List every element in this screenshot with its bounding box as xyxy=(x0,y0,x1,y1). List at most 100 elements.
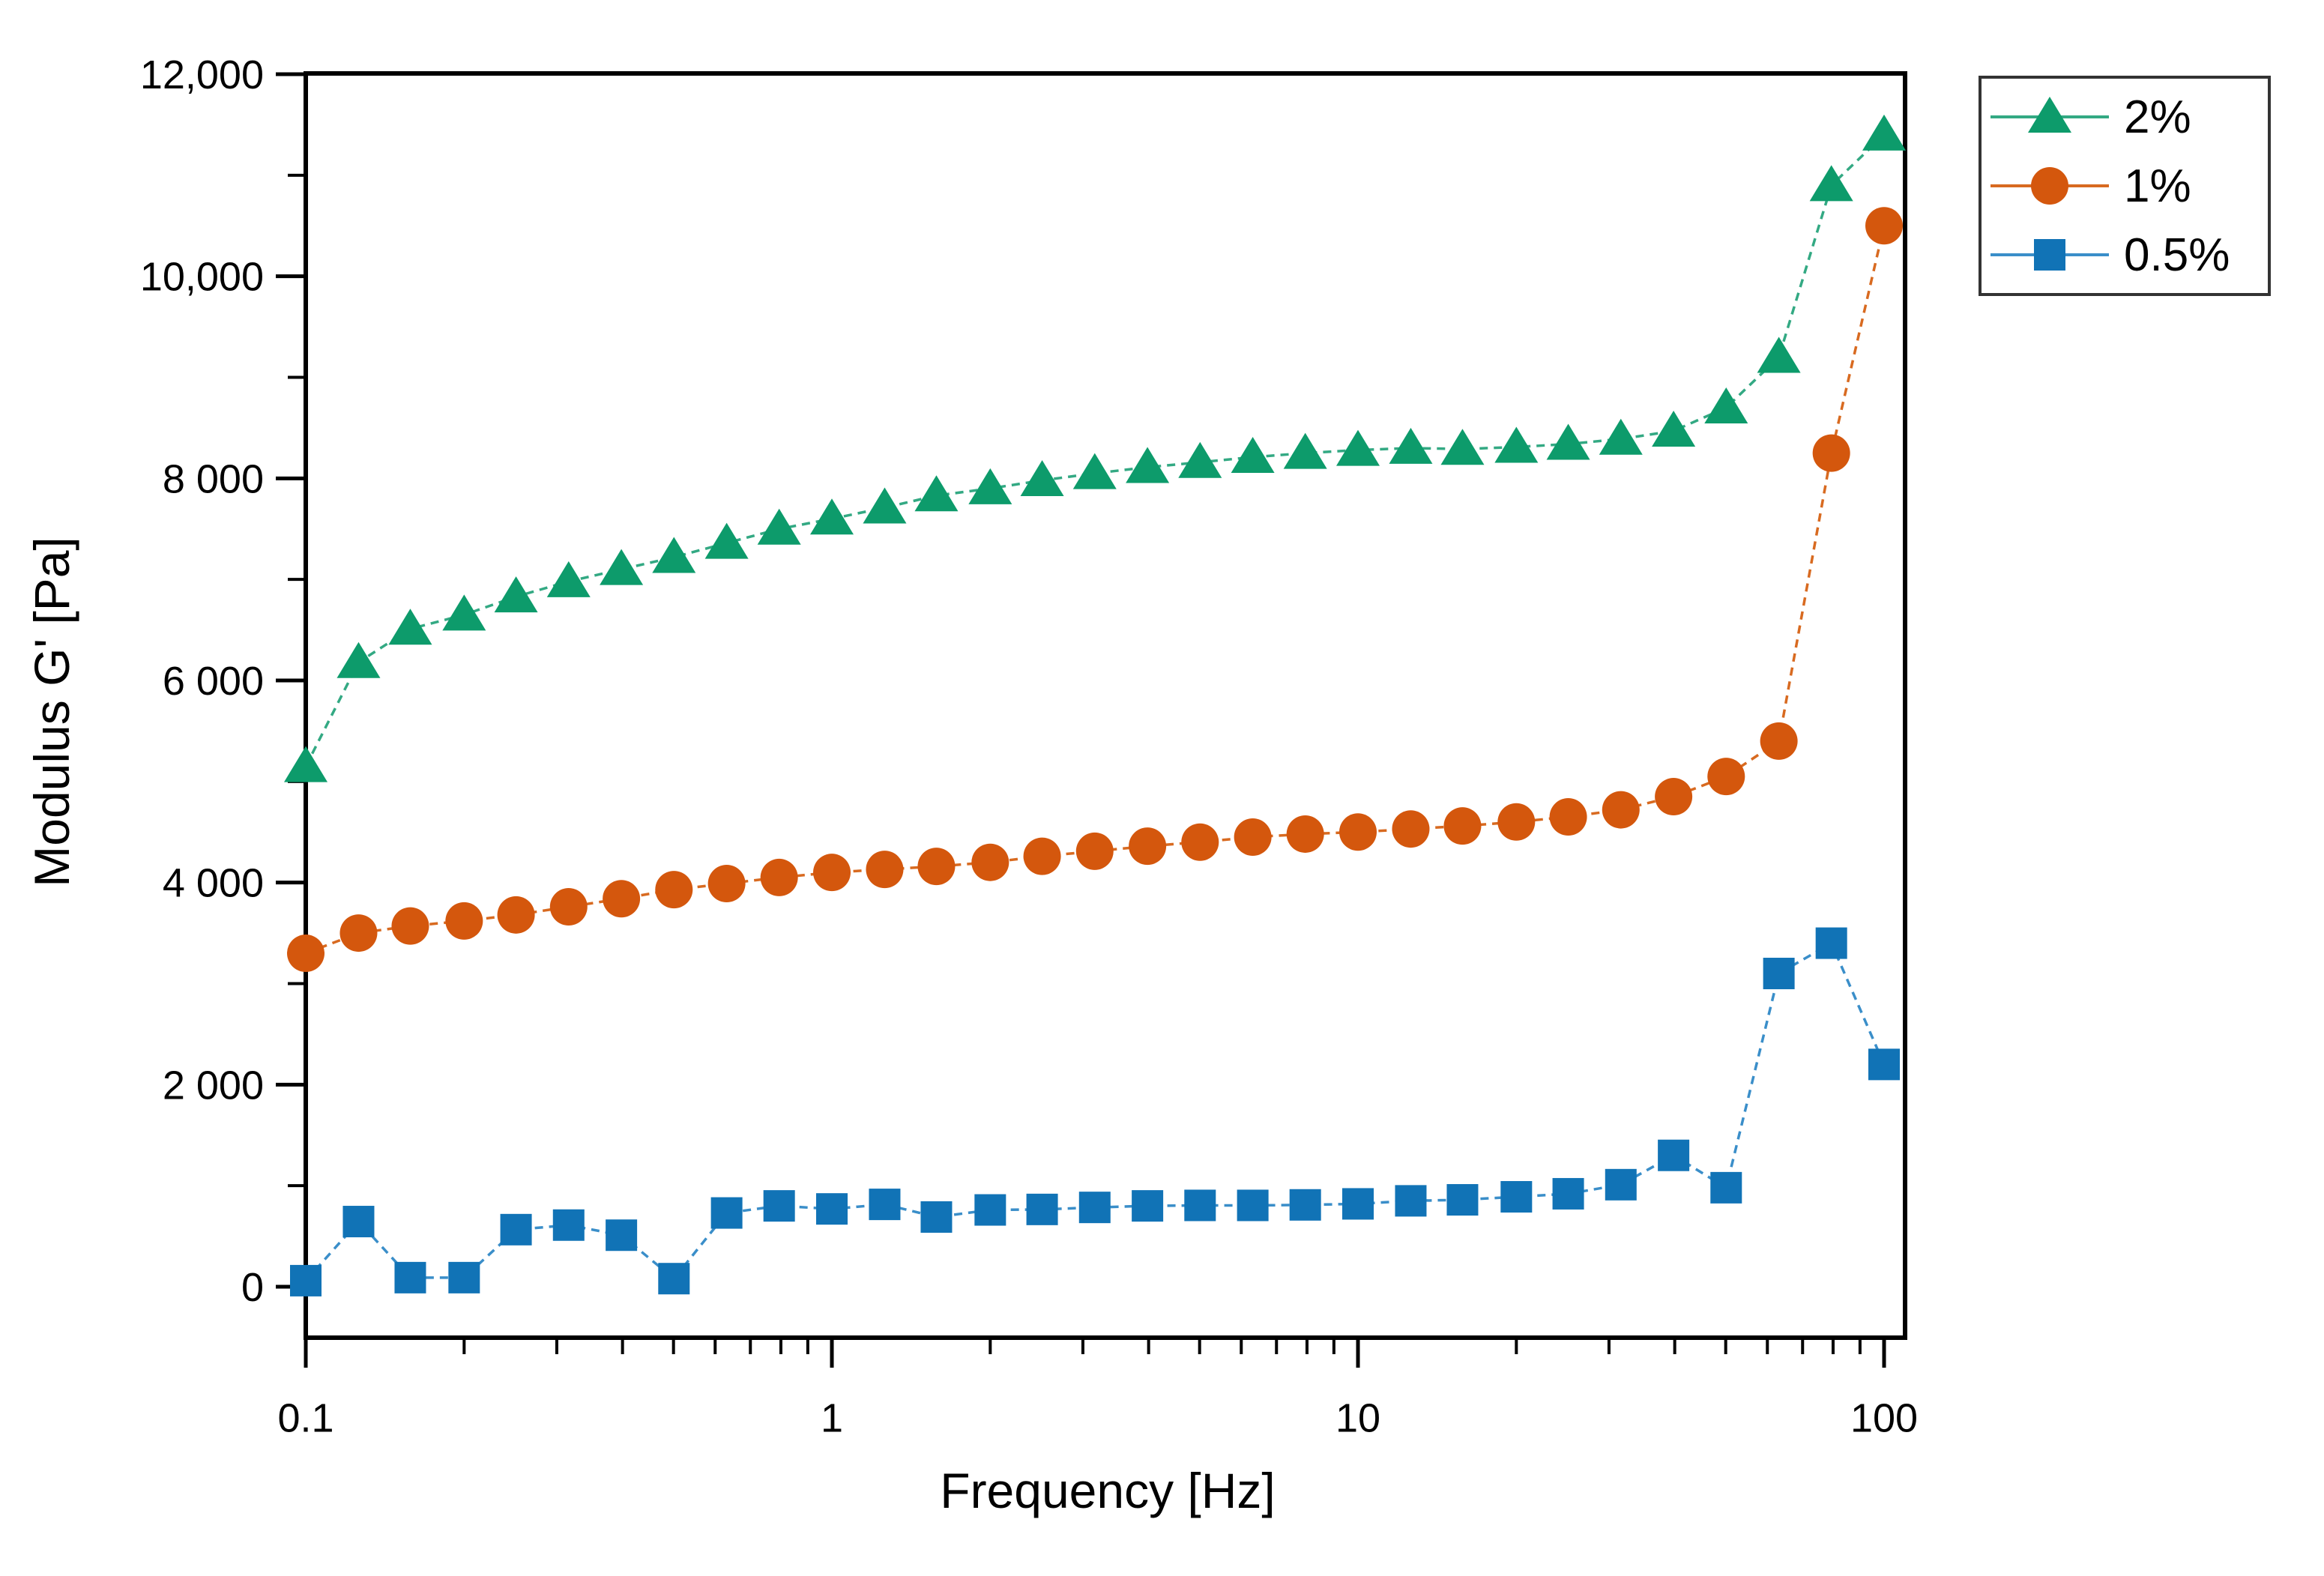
data-point xyxy=(287,935,325,973)
data-point xyxy=(652,537,696,573)
data-point xyxy=(1763,958,1795,990)
data-point xyxy=(1184,1189,1216,1222)
data-point xyxy=(1599,418,1643,455)
data-point xyxy=(1336,429,1380,466)
legend-label: 2% xyxy=(2124,91,2191,143)
data-point xyxy=(1446,1184,1479,1216)
x-tick-label: 0.1 xyxy=(277,1395,333,1440)
data-point xyxy=(1497,803,1536,841)
data-point xyxy=(710,1197,743,1229)
data-point xyxy=(1655,778,1693,816)
data-point xyxy=(442,594,486,631)
data-point xyxy=(971,843,1009,881)
data-point xyxy=(1026,1193,1058,1225)
data-point xyxy=(284,746,328,782)
data-point xyxy=(707,865,746,903)
data-point xyxy=(1132,1190,1164,1222)
data-point xyxy=(1072,453,1117,489)
y-tick-label: 12,000 xyxy=(140,52,264,97)
y-tick-label: 10,000 xyxy=(140,255,264,300)
data-point xyxy=(816,1193,848,1225)
data-point xyxy=(869,1189,901,1221)
data-point xyxy=(1440,429,1485,465)
plot-frame xyxy=(304,71,1907,1340)
y-tick-label: 8 000 xyxy=(163,456,264,501)
legend: 2% 1% 0.5% xyxy=(1979,76,2271,296)
data-point xyxy=(1602,791,1640,829)
data-point xyxy=(1020,460,1064,497)
data-point xyxy=(1443,807,1482,845)
data-point xyxy=(1342,1188,1374,1220)
data-point xyxy=(494,576,538,613)
data-point xyxy=(552,1209,585,1241)
series-1% xyxy=(287,207,1903,973)
data-point xyxy=(1289,1189,1321,1221)
data-point xyxy=(600,549,644,585)
data-point xyxy=(336,641,381,678)
axis-tick-labels: 0.1 1 10 100 0 2 000 4 000 6 000 8 000 10,000 12,0… xyxy=(140,52,1918,1440)
data-point xyxy=(290,1264,322,1296)
y-tick-label: 2 000 xyxy=(163,1063,264,1108)
data-point xyxy=(1704,387,1748,423)
data-point xyxy=(704,522,749,559)
data-point xyxy=(1339,813,1377,851)
data-point xyxy=(1231,437,1275,474)
data-point xyxy=(1652,410,1696,447)
data-point xyxy=(760,858,798,896)
axis-ticks xyxy=(276,72,1886,1368)
circle-icon xyxy=(2031,167,2068,205)
data-point xyxy=(1815,927,1847,959)
square-icon xyxy=(2034,239,2065,271)
x-tick-label: 100 xyxy=(1850,1395,1918,1440)
data-series xyxy=(284,114,1906,1296)
data-point xyxy=(1078,1192,1111,1224)
data-point xyxy=(920,1201,953,1233)
legend-entry-0.5%: 0.5% xyxy=(1991,229,2230,281)
legend-label: 0.5% xyxy=(2124,229,2230,281)
data-point xyxy=(1283,432,1327,469)
data-point xyxy=(1760,722,1798,760)
series-2% xyxy=(284,114,1906,782)
x-axis-title: Frequency [Hz] xyxy=(940,1463,1276,1518)
data-point xyxy=(606,1219,638,1252)
x-tick-label: 1 xyxy=(821,1395,843,1440)
data-point xyxy=(1707,758,1745,796)
data-point xyxy=(1286,815,1324,853)
data-point xyxy=(1862,114,1906,151)
y-axis-title: Modulus G' [Pa] xyxy=(24,537,79,887)
data-point xyxy=(1865,207,1903,245)
data-point xyxy=(655,871,693,909)
data-point xyxy=(658,1263,690,1295)
data-point xyxy=(1809,165,1853,202)
data-point xyxy=(1757,336,1801,373)
data-point xyxy=(968,468,1012,504)
data-point xyxy=(1392,810,1430,848)
data-point xyxy=(810,498,854,535)
data-point xyxy=(863,487,907,524)
y-tick-label: 0 xyxy=(241,1265,264,1310)
data-point xyxy=(445,902,483,940)
data-point xyxy=(1605,1168,1637,1201)
data-point xyxy=(448,1261,480,1293)
data-point xyxy=(757,508,801,545)
data-point xyxy=(500,1213,532,1246)
data-point xyxy=(974,1194,1006,1226)
series-line xyxy=(304,133,1886,767)
data-point xyxy=(497,896,535,934)
series-0.5% xyxy=(290,927,1900,1296)
data-point xyxy=(342,1206,375,1238)
data-point xyxy=(1126,447,1170,483)
data-point xyxy=(1500,1180,1533,1213)
y-tick-label: 4 000 xyxy=(163,861,264,906)
series-line xyxy=(304,941,1886,1282)
data-point xyxy=(1549,798,1587,836)
data-point xyxy=(1023,837,1061,875)
data-point xyxy=(813,854,851,892)
data-point xyxy=(394,1261,426,1293)
data-point xyxy=(1658,1139,1690,1171)
data-point xyxy=(1237,1189,1269,1222)
data-point xyxy=(391,907,429,945)
data-point xyxy=(1552,1177,1584,1210)
